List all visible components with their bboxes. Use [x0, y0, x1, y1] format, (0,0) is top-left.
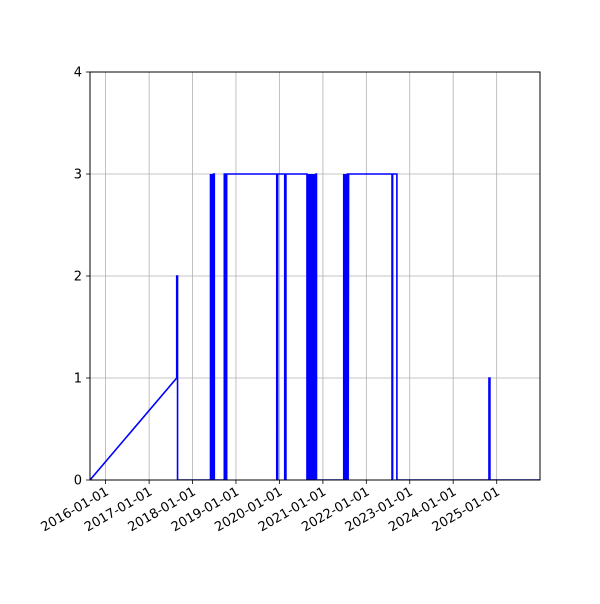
y-tick-label: 2: [74, 270, 82, 285]
series-line-0: [90, 173, 540, 480]
y-tick-label: 1: [74, 372, 82, 387]
y-tick-label: 4: [74, 66, 82, 81]
y-tick-label: 0: [74, 474, 82, 489]
x-axis: 2016-01-012017-01-012018-01-012019-01-01…: [39, 480, 503, 535]
y-tick-label: 3: [74, 168, 82, 183]
y-axis: 0 1 2 3 4: [74, 66, 90, 489]
series-layer: [90, 173, 540, 480]
